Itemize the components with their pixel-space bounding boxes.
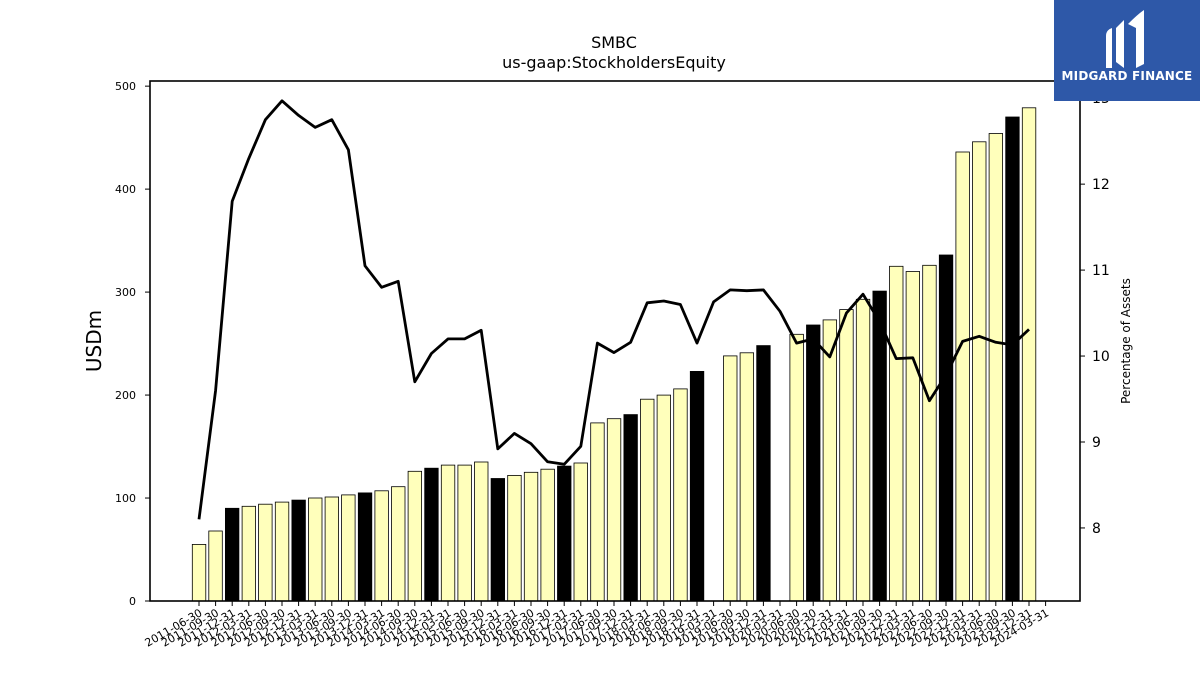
- y2-axis: 8910111213: [1080, 91, 1110, 537]
- bar: [872, 290, 887, 602]
- bar: [191, 544, 207, 602]
- bar: [806, 324, 821, 602]
- bar: [357, 492, 373, 602]
- bar: [689, 370, 705, 602]
- bar: [905, 271, 920, 602]
- bar: [723, 355, 738, 602]
- plot-frame: [149, 80, 1081, 602]
- y2-tick-label: 12: [1092, 177, 1110, 193]
- bar: [938, 254, 954, 602]
- bar: [855, 298, 871, 602]
- bar: [839, 309, 854, 602]
- y-axis-label: USDm: [82, 310, 106, 372]
- bar: [922, 264, 937, 602]
- bar: [258, 503, 273, 602]
- bar: [789, 333, 804, 602]
- bar: [557, 465, 572, 602]
- y-axis: 0 100 200 300 400 500: [115, 80, 150, 608]
- y-tick-label: 0: [129, 595, 136, 608]
- bar: [308, 497, 323, 602]
- bar: [224, 507, 240, 602]
- bar: [623, 414, 638, 602]
- midgard-logo: MIDGARD FINANCE: [1054, 0, 1200, 101]
- bar: [889, 265, 904, 602]
- bar: [573, 462, 588, 602]
- bar: [1005, 116, 1020, 602]
- bar: [391, 486, 406, 602]
- bar: [523, 471, 539, 602]
- bar: [424, 467, 439, 602]
- y-tick-label: 200: [115, 389, 136, 402]
- bar: [291, 499, 306, 602]
- midgard-logo-icon: [1106, 10, 1144, 68]
- chart-title: SMBC: [591, 33, 637, 52]
- bar: [590, 422, 605, 602]
- y-tick-label: 100: [115, 492, 136, 505]
- bar: [341, 494, 356, 602]
- bar: [241, 505, 257, 602]
- bar: [208, 530, 223, 602]
- bar: [440, 464, 456, 602]
- bar: [457, 464, 472, 602]
- bar: [988, 133, 1003, 602]
- bar: [606, 418, 622, 602]
- bar: [822, 319, 837, 602]
- bar: [490, 478, 506, 602]
- line-path: [197, 99, 1030, 520]
- bar-series: [191, 107, 1037, 602]
- y2-axis-label: Percentage of Assets: [1119, 278, 1133, 404]
- bar: [640, 398, 655, 602]
- x-axis: 2011-06-302011-09-302011-12-312012-03-31…: [143, 601, 1051, 650]
- bar: [972, 141, 987, 602]
- y-tick-label: 300: [115, 286, 136, 299]
- line-series: [197, 99, 1030, 520]
- bar: [656, 394, 671, 602]
- bar: [673, 388, 688, 602]
- chart-subtitle: us-gaap:StockholdersEquity: [502, 53, 726, 72]
- bar: [474, 461, 489, 602]
- y2-tick-label: 8: [1092, 521, 1101, 537]
- y-tick-label: 500: [115, 80, 136, 93]
- bar: [540, 468, 555, 602]
- y2-tick-label: 9: [1092, 435, 1101, 451]
- bar: [374, 490, 389, 602]
- bar: [407, 470, 423, 602]
- bar: [274, 501, 290, 602]
- bar: [739, 352, 754, 602]
- bar: [324, 496, 340, 602]
- y2-tick-label: 10: [1092, 349, 1110, 365]
- y2-tick-label: 11: [1092, 263, 1110, 279]
- y-tick-label: 400: [115, 183, 136, 196]
- bar: [507, 474, 522, 602]
- logo-text: MIDGARD FINANCE: [1061, 69, 1193, 83]
- bar: [756, 345, 771, 602]
- bar: [955, 151, 970, 602]
- bar: [1021, 107, 1037, 602]
